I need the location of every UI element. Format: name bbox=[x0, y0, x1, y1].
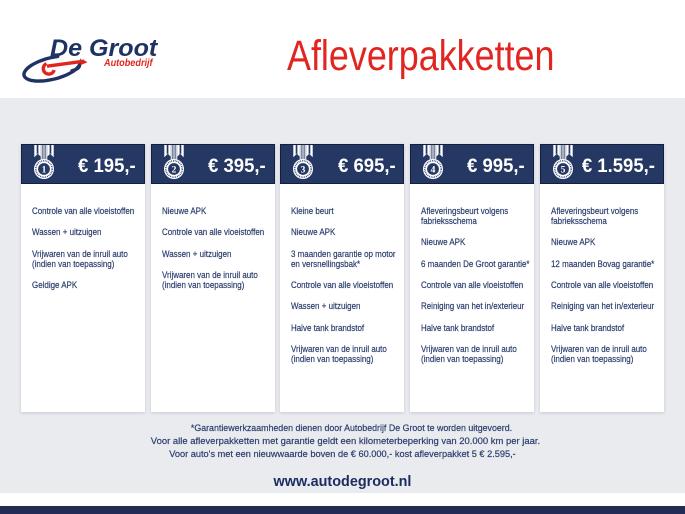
svg-text:3: 3 bbox=[301, 165, 306, 175]
svg-text:1: 1 bbox=[42, 165, 47, 175]
svg-text:4: 4 bbox=[431, 165, 436, 175]
svg-text:5: 5 bbox=[560, 165, 565, 175]
svg-text:2: 2 bbox=[171, 165, 176, 175]
